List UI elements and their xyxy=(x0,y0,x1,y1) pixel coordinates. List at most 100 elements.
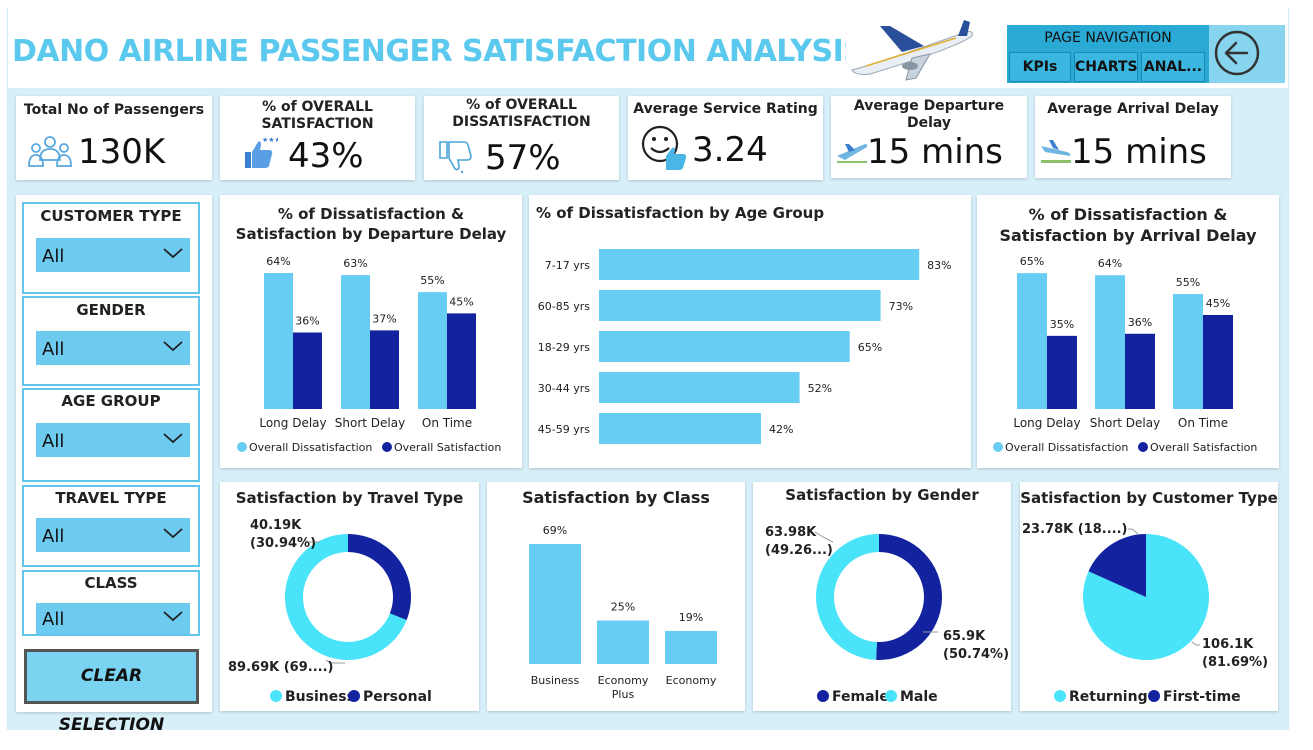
pie-slice xyxy=(285,534,407,660)
data-label: (81.69%) xyxy=(1202,655,1268,670)
chevron-down-icon xyxy=(163,248,183,259)
data-label: 37% xyxy=(372,312,396,325)
leader-line xyxy=(304,539,320,543)
chart-card-customer-type: Satisfaction by Customer Type 106.1K (81.… xyxy=(1020,482,1278,711)
x-tick-label: On Time xyxy=(1178,416,1228,430)
slicer-travel-type: TRAVEL TYPE All xyxy=(22,485,200,567)
class-dropdown[interactable]: All xyxy=(36,603,190,634)
legend-marker xyxy=(237,442,247,452)
travel-type-dropdown[interactable]: All xyxy=(36,518,190,552)
gender-chart: 65.9K (50.74%) 63.98K (49.26...) Female Male xyxy=(765,525,1009,705)
chart-card-departure-delay: % of Dissatisfaction & Satisfaction by D… xyxy=(220,195,522,468)
clear-selection-button[interactable]: CLEAR SELECTION xyxy=(24,649,199,735)
kpi-title: Total No of Passengers xyxy=(23,102,205,118)
y-tick-label: 60-85 yrs xyxy=(538,300,590,313)
page-title: DANO AIRLINE PASSENGER SATISFACTION ANAL… xyxy=(12,34,865,69)
dropdown-value: All xyxy=(42,431,65,452)
thumbs-up-icon: ★★★ xyxy=(245,136,278,168)
slicer-customer-type: CUSTOMER TYPE All xyxy=(22,202,200,294)
class-chart: 69% Business 25% Economy Plus 19% Economy xyxy=(529,524,717,701)
bar xyxy=(599,372,800,403)
y-tick-label: 45-59 yrs xyxy=(538,423,590,436)
data-label: (49.26...) xyxy=(765,543,833,558)
dropdown-value: All xyxy=(42,609,65,630)
legend-marker xyxy=(1148,690,1160,702)
page-navigation-title: PAGE NAVIGATION xyxy=(1044,30,1172,46)
bar xyxy=(447,313,476,409)
data-label: 23.78K (18....) xyxy=(1022,522,1127,537)
people-icon xyxy=(28,136,72,167)
nav-kpis-button[interactable]: KPIs xyxy=(1009,52,1071,82)
y-tick-label: 30-44 yrs xyxy=(538,382,590,395)
pie-slice xyxy=(816,534,879,660)
pie-slice xyxy=(1088,534,1146,597)
x-tick-label: Business xyxy=(531,674,580,687)
kpi-title: Average Arrival Delay xyxy=(1047,101,1219,117)
data-label: 65.9K xyxy=(943,629,986,644)
slicer-class: CLASS All xyxy=(22,570,200,636)
data-label: 52% xyxy=(808,382,832,395)
x-tick-label: On Time xyxy=(422,416,472,430)
legend-marker xyxy=(1054,690,1066,702)
legend-label: Overall Satisfaction xyxy=(394,441,501,454)
thumbs-down-icon xyxy=(439,141,472,174)
chart-card-class: Satisfaction by Class 69% Business 25% Econ… xyxy=(487,482,745,711)
legend-marker xyxy=(817,690,829,702)
leader-line xyxy=(814,531,834,543)
kpi-title: Average Service Rating xyxy=(633,101,818,117)
bar xyxy=(293,332,322,409)
gender-dropdown[interactable]: All xyxy=(36,331,190,365)
data-label: 36% xyxy=(295,315,319,328)
data-label: 42% xyxy=(769,423,793,436)
data-label: 65% xyxy=(858,341,882,354)
bar xyxy=(597,620,649,664)
kpi-title: Average Departure Delay xyxy=(853,98,1005,131)
legend-marker xyxy=(885,690,897,702)
data-label: 65% xyxy=(1020,255,1044,268)
chart-title: % of Dissatisfaction & Satisfaction by D… xyxy=(235,205,507,243)
arrow-left-circle-icon[interactable] xyxy=(1212,28,1262,78)
data-label: 36% xyxy=(1128,316,1152,329)
x-tick-label: Long Delay xyxy=(259,416,326,430)
arrival-icon xyxy=(1041,140,1071,163)
slicer-label: AGE GROUP xyxy=(61,392,161,410)
bar xyxy=(599,249,920,280)
age-group-dropdown[interactable]: All xyxy=(36,423,190,457)
x-tick-label: Short Delay xyxy=(1090,416,1160,430)
chevron-down-icon xyxy=(163,433,183,444)
chart-title: Satisfaction by Class xyxy=(522,488,710,507)
bar xyxy=(264,273,293,409)
bar xyxy=(599,290,881,321)
data-label: 106.1K xyxy=(1202,637,1254,652)
nav-charts-button[interactable]: CHARTS xyxy=(1074,52,1138,82)
nav-analysis-button[interactable]: ANAL... xyxy=(1141,52,1205,82)
y-tick-label: 7-17 yrs xyxy=(545,259,590,272)
slicer-label: CUSTOMER TYPE xyxy=(40,207,182,225)
bar xyxy=(1203,314,1233,409)
legend-marker xyxy=(1138,442,1148,452)
legend-label: Returning xyxy=(1069,689,1148,705)
departure-delay-chart: 64% 36% Long Delay 63% 37% Short Delay 55% 45% O… xyxy=(237,255,501,454)
kpi-title: % of OVERALL DISSATISFACTION xyxy=(452,97,591,130)
leader-line xyxy=(325,659,345,664)
data-label: 45% xyxy=(449,295,473,308)
data-label: 63% xyxy=(343,257,367,270)
kpi-title: % of OVERALL SATISFACTION xyxy=(261,99,374,132)
customer-type-dropdown[interactable]: All xyxy=(36,238,190,272)
legend-marker xyxy=(348,690,360,702)
data-label: 64% xyxy=(266,255,290,268)
kpi-value: 43% xyxy=(288,136,364,176)
legend-label: First-time xyxy=(1163,689,1241,705)
kpi-value: 3.24 xyxy=(692,130,768,170)
chart-card-age-group: % of Dissatisfaction by Age Group 83% 7-1… xyxy=(529,195,971,468)
legend-label: Overall Dissatisfaction xyxy=(1005,441,1128,454)
data-label: 35% xyxy=(1050,318,1074,331)
chart-title: Satisfaction by Travel Type xyxy=(235,489,464,507)
legend-label: Overall Dissatisfaction xyxy=(249,441,372,454)
slicer-age-group: AGE GROUP All xyxy=(22,388,200,482)
bar xyxy=(599,331,850,362)
bar xyxy=(341,275,370,409)
chart-title: % of Dissatisfaction & Satisfaction by A… xyxy=(999,205,1257,245)
data-label: 63.98K xyxy=(765,525,817,540)
data-label: 55% xyxy=(1176,276,1200,289)
